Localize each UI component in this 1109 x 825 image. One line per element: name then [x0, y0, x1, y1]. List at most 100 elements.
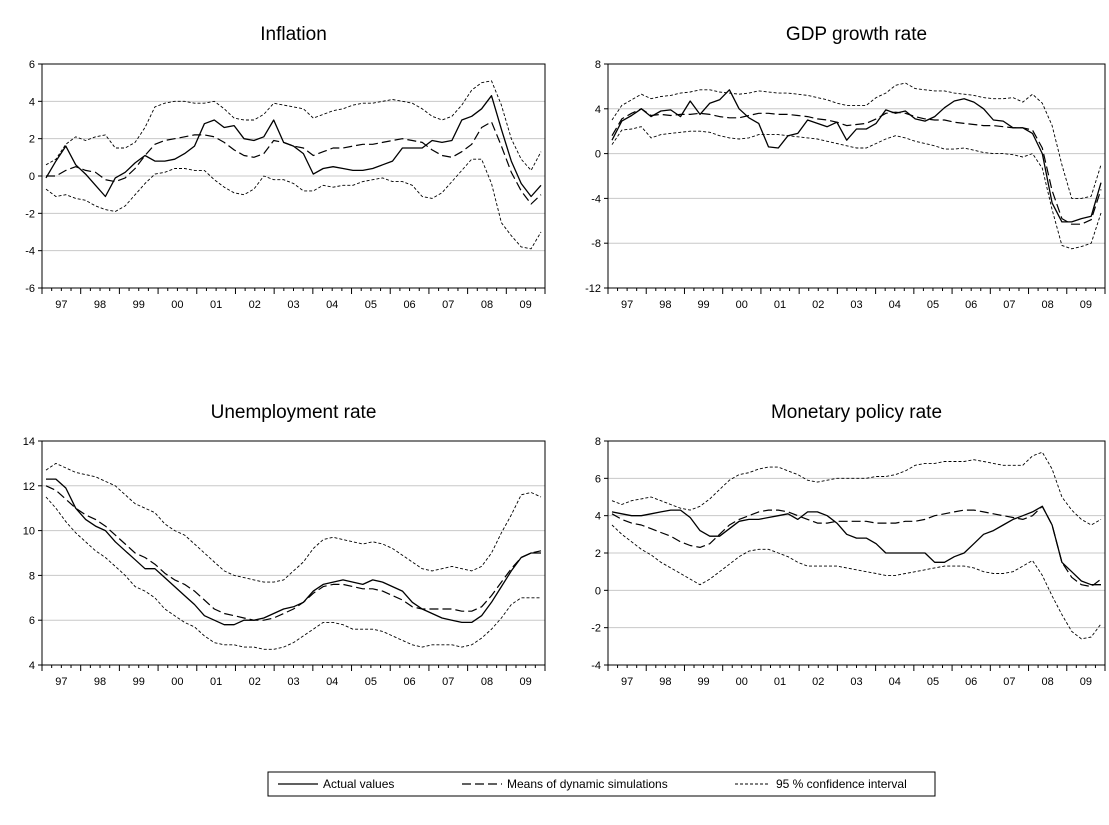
y-tick-label: 4	[595, 511, 601, 523]
y-tick-label: 6	[595, 473, 601, 485]
y-tick-label: 0	[29, 171, 35, 183]
y-tick-label: 0	[595, 585, 601, 597]
y-tick-label: 2	[595, 548, 601, 560]
y-tick-label: -6	[25, 283, 35, 295]
y-tick-label: -4	[591, 193, 601, 205]
x-tick-label: 06	[965, 676, 977, 688]
x-tick-label: 09	[520, 676, 532, 688]
x-tick-label: 03	[850, 676, 862, 688]
legend-box	[267, 771, 936, 797]
x-tick-label: 08	[1042, 299, 1054, 311]
y-tick-label: 6	[29, 59, 35, 71]
x-tick-label: 97	[621, 676, 633, 688]
x-tick-label: 97	[55, 299, 67, 311]
x-tick-label: 07	[442, 299, 454, 311]
x-tick-label: 98	[94, 676, 106, 688]
x-tick-label: 98	[659, 676, 671, 688]
y-tick-label: 4	[595, 104, 601, 116]
x-tick-label: 08	[1042, 676, 1054, 688]
legend-label-ci: 95 % confidence interval	[776, 777, 907, 791]
y-tick-label: -4	[25, 246, 35, 258]
y-tick-label: 8	[595, 436, 601, 448]
y-tick-label: 6	[29, 615, 35, 627]
x-tick-label: 97	[621, 299, 633, 311]
x-tick-label: 99	[697, 299, 709, 311]
series-line-95-confidence-interval-lower	[611, 524, 1102, 640]
y-tick-label: 4	[29, 96, 35, 108]
legend-label-means: Means of dynamic simulations	[507, 777, 668, 791]
series-line-95-confidence-interval-upper	[611, 451, 1102, 526]
plot-frame	[41, 63, 546, 289]
series-line-means-of-dynamic-simulations	[611, 505, 1102, 588]
x-tick-label: 09	[520, 299, 532, 311]
plot-frame	[607, 63, 1106, 289]
x-tick-label: 04	[326, 299, 338, 311]
x-tick-label: 99	[133, 676, 145, 688]
series-line-means-of-dynamic-simulations	[45, 485, 542, 621]
y-tick-label: -2	[591, 623, 601, 635]
x-tick-label: 98	[94, 299, 106, 311]
x-tick-label: 00	[736, 299, 748, 311]
x-tick-label: 00	[171, 299, 183, 311]
legend: Actual values Means of dynamic simulatio…	[267, 771, 936, 797]
x-tick-label: 07	[1003, 299, 1015, 311]
series-line-95-confidence-interval-upper	[611, 82, 1102, 199]
x-tick-label: 00	[171, 676, 183, 688]
series-line-means-of-dynamic-simulations	[46, 121, 542, 205]
x-tick-label: 01	[774, 299, 786, 311]
y-tick-label: -8	[591, 238, 601, 250]
x-tick-label: 02	[812, 676, 824, 688]
x-tick-label: 08	[481, 676, 493, 688]
y-tick-label: 2	[29, 134, 35, 146]
legend-label-actual: Actual values	[323, 777, 394, 791]
x-tick-label: 09	[1080, 676, 1092, 688]
x-tick-label: 02	[249, 676, 261, 688]
x-tick-label: 01	[210, 299, 222, 311]
series-line-means-of-dynamic-simulations	[611, 108, 1102, 225]
x-tick-label: 07	[1003, 676, 1015, 688]
chart-title: Monetary policy rate	[771, 402, 942, 423]
chart-title: GDP growth rate	[786, 24, 927, 45]
x-tick-label: 01	[774, 676, 786, 688]
y-tick-label: 8	[595, 59, 601, 71]
y-tick-label: -12	[585, 283, 601, 295]
y-tick-label: -2	[25, 208, 35, 220]
x-tick-label: 06	[965, 299, 977, 311]
x-tick-label: 09	[1080, 299, 1092, 311]
x-tick-label: 04	[326, 676, 338, 688]
series-line-actual-values	[46, 478, 541, 626]
chart-title: Unemployment rate	[211, 402, 377, 423]
x-tick-label: 04	[889, 299, 901, 311]
series-line-95-confidence-interval-lower	[45, 158, 542, 250]
x-tick-label: 00	[736, 676, 748, 688]
x-tick-label: 05	[927, 676, 939, 688]
x-tick-label: 01	[210, 676, 222, 688]
plot-frame	[41, 440, 546, 666]
x-tick-label: 05	[927, 299, 939, 311]
x-tick-label: 99	[133, 299, 145, 311]
x-tick-label: 02	[249, 299, 261, 311]
series-line-actual-values	[45, 95, 542, 198]
x-tick-label: 03	[287, 676, 299, 688]
x-tick-label: 99	[697, 676, 709, 688]
series-line-actual-values	[611, 505, 1101, 586]
series-line-actual-values	[611, 89, 1102, 223]
x-tick-label: 05	[365, 299, 377, 311]
chart-panel-unemployment-rate: Unemployment rate 4 6 8 10 12 14 97 98 99 00 01 02 03…	[23, 402, 546, 688]
x-tick-label: 04	[889, 676, 901, 688]
y-tick-label: 4	[29, 660, 35, 672]
chart-title: Inflation	[260, 24, 327, 45]
x-tick-label: 98	[659, 299, 671, 311]
y-tick-label: 14	[23, 436, 35, 448]
x-tick-label: 03	[850, 299, 862, 311]
x-tick-label: 02	[812, 299, 824, 311]
x-tick-label: 97	[55, 676, 67, 688]
series-line-95-confidence-interval-lower	[611, 126, 1102, 250]
x-tick-label: 07	[442, 676, 454, 688]
y-tick-label: 0	[595, 149, 601, 161]
series-line-95-confidence-interval-upper	[45, 462, 542, 583]
